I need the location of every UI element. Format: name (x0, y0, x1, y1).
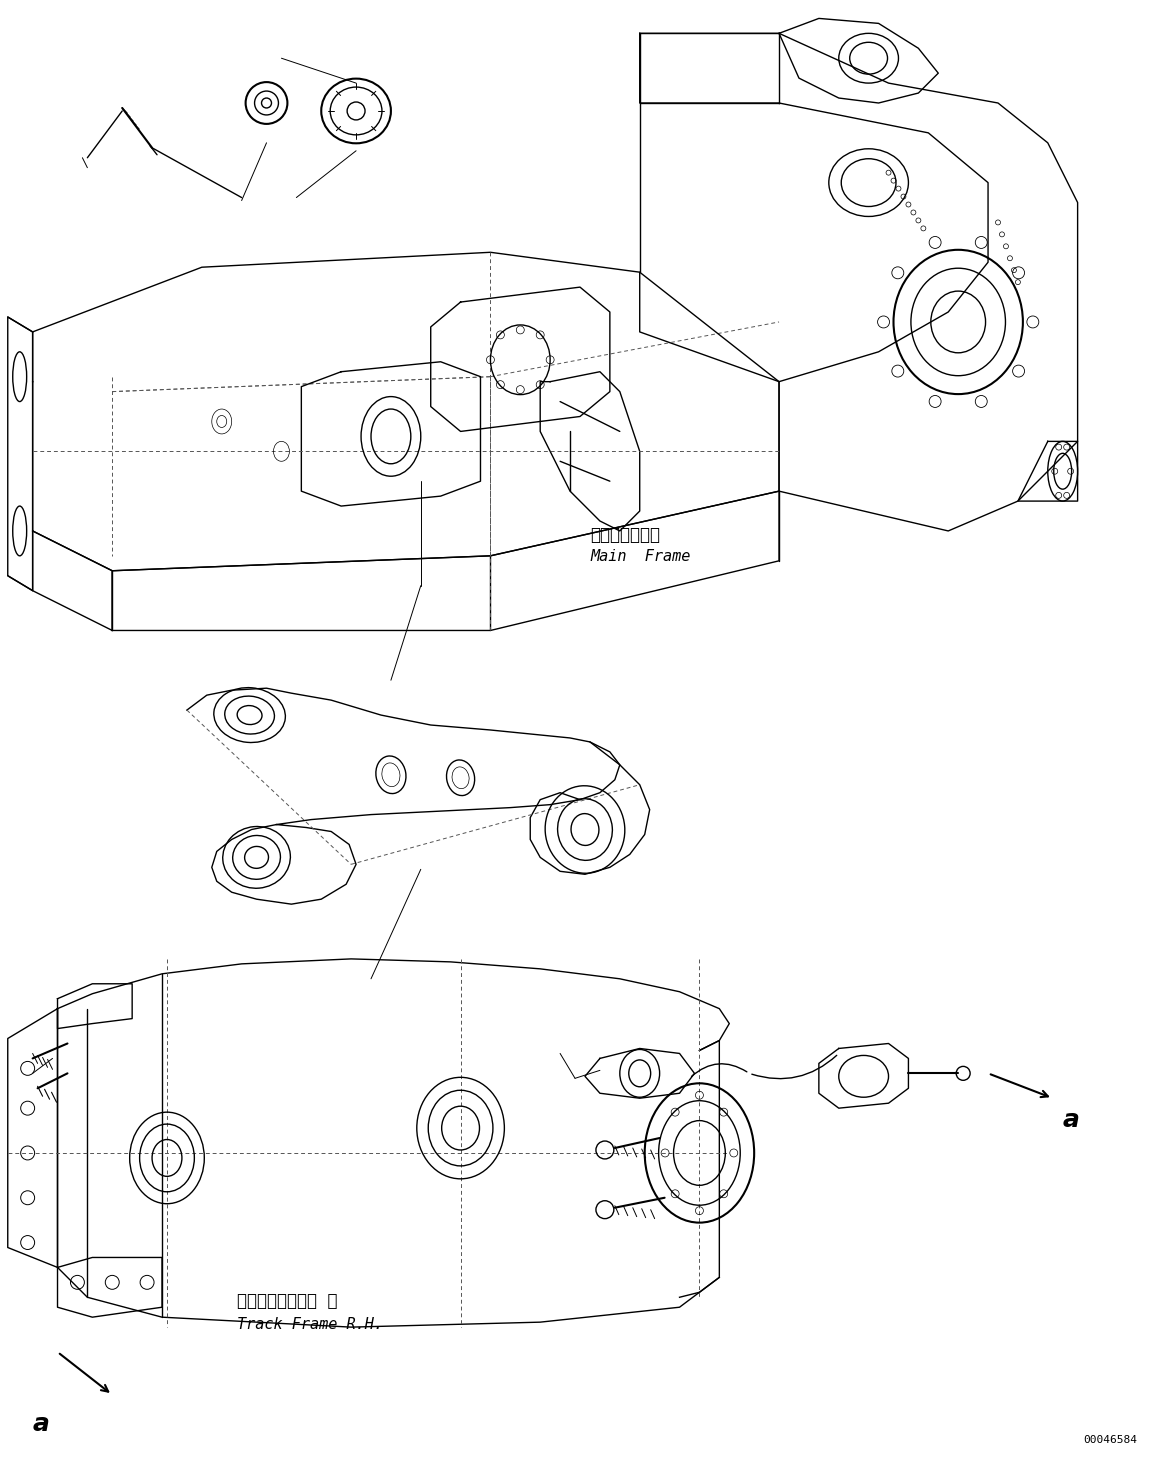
Text: メインフレーム: メインフレーム (590, 526, 659, 543)
Text: a: a (33, 1412, 50, 1435)
Text: Track Frame R.H.: Track Frame R.H. (236, 1317, 383, 1332)
Text: a: a (1063, 1109, 1079, 1132)
Text: トラックフレーム  右: トラックフレーム 右 (236, 1292, 337, 1310)
Text: 00046584: 00046584 (1083, 1435, 1137, 1444)
Text: Main  Frame: Main Frame (590, 549, 691, 564)
